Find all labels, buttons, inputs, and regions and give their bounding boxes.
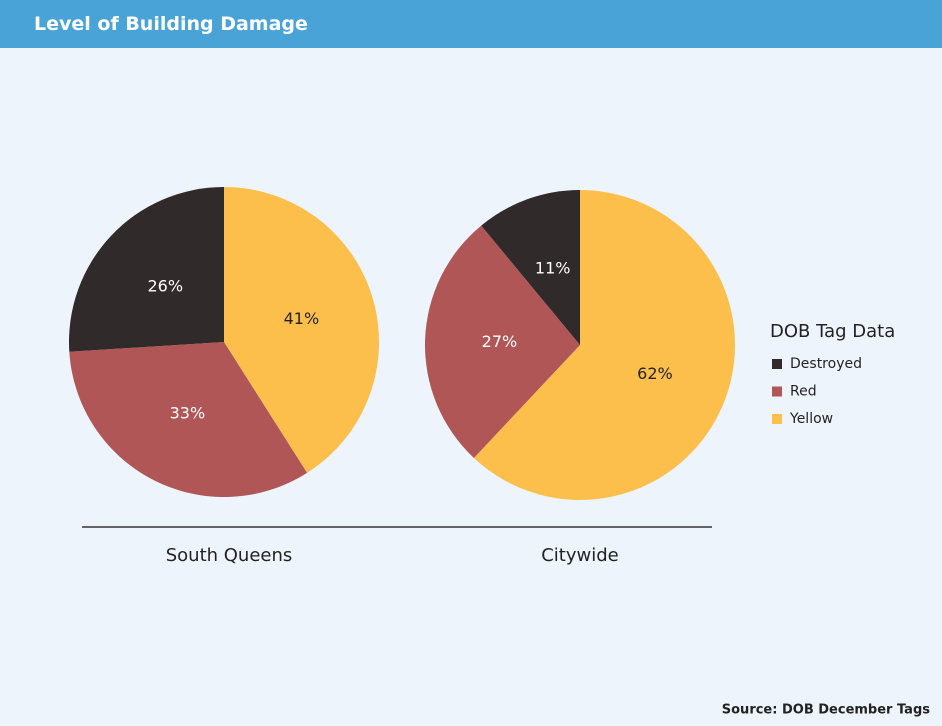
pie-slice [69, 342, 308, 497]
legend-title: DOB Tag Data [770, 321, 895, 342]
slice-label: 62% [637, 364, 673, 383]
pie-slice [473, 190, 736, 500]
pie-slice [224, 187, 379, 473]
legend-swatch [772, 414, 782, 424]
chart: DOB Tag Data Source: DOB December Tags 4… [69, 187, 930, 718]
pie-title: South Queens [166, 545, 293, 566]
slice-label: 27% [482, 332, 518, 351]
pie-slice [481, 190, 580, 345]
source-note: Source: DOB December Tags [722, 703, 930, 718]
pie-slice [424, 225, 580, 458]
header-bar: Level of Building Damage [0, 0, 942, 48]
slice-label: 26% [147, 276, 183, 295]
slice-label: 11% [535, 259, 571, 278]
slice-label: 41% [284, 309, 320, 328]
legend-entry: Red [790, 384, 817, 400]
legend-swatch [772, 359, 782, 369]
legend-entry: Destroyed [790, 356, 862, 372]
legend-entry: Yellow [789, 411, 833, 427]
page-title: Level of Building Damage [34, 13, 308, 35]
legend-swatch [772, 386, 782, 397]
pie-title: Citywide [541, 545, 619, 566]
pie-slice [69, 187, 224, 352]
slice-label: 33% [170, 403, 206, 422]
